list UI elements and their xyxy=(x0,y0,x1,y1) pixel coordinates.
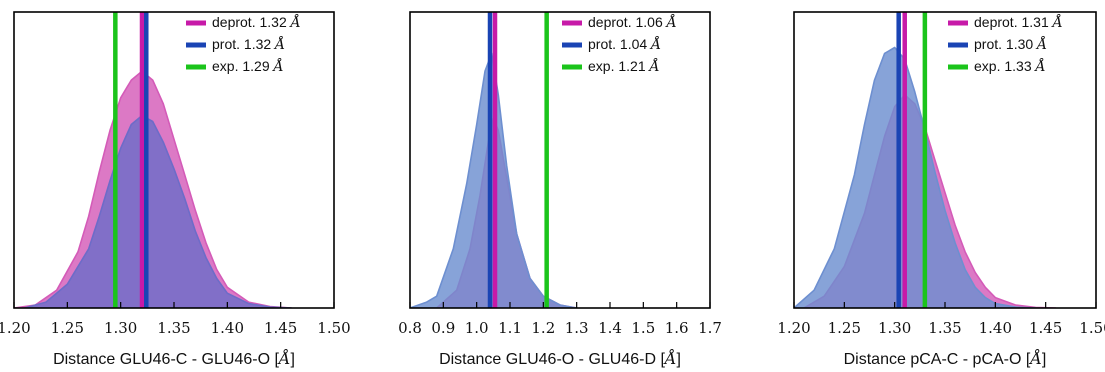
legend-unit: Å xyxy=(1051,13,1063,31)
x-tick-label: 1.2 xyxy=(531,319,555,337)
x-tick-label: 0.9 xyxy=(431,319,455,337)
plot-area xyxy=(14,12,293,308)
legend-label: prot. 1.30 xyxy=(974,36,1037,52)
x-axis-bracket: ] xyxy=(1042,351,1046,368)
legend-unit: Å xyxy=(289,13,301,31)
density-area-prot xyxy=(23,114,293,308)
x-tick-label: 1.35 xyxy=(157,319,190,337)
legend-entry: deprot. 1.31 Å xyxy=(974,13,1063,31)
x-tick-label: 1.3 xyxy=(565,319,589,337)
legend-entry: exp. 1.33 Å xyxy=(974,57,1046,75)
x-tick-label: 1.30 xyxy=(878,319,911,337)
x-tick-label: 0.8 xyxy=(398,319,422,337)
plot-area xyxy=(794,12,1057,308)
x-axis-title: Distance pCA-C - pCA-O [Å] xyxy=(844,348,1047,368)
x-tick-label: 1.30 xyxy=(104,319,137,337)
x-axis-title-text: Distance GLU46-O - GLU46-D [ xyxy=(439,351,665,368)
legend-entry: exp. 1.29 Å xyxy=(212,57,284,75)
x-axis-title-text: Distance GLU46-C - GLU46-O [ xyxy=(53,351,279,368)
legend-label: prot. 1.04 xyxy=(588,36,651,52)
x-tick-label: 1.35 xyxy=(928,319,961,337)
x-axis-unit: Å xyxy=(277,348,291,368)
panel-glu46-c-o: 1.20 1.25 1.30 1.35 1.40 1.45 1.50 deprot. 1.32… xyxy=(0,11,351,368)
legend-entry: prot. 1.32 Å xyxy=(212,35,285,53)
legend-unit: Å xyxy=(273,35,285,53)
density-area-prot xyxy=(794,46,1037,308)
x-axis-title: Distance GLU46-C - GLU46-O [Å] xyxy=(53,348,295,368)
legend-unit: Å xyxy=(1035,35,1047,53)
x-tick-label: 1.25 xyxy=(51,319,84,337)
legend-entry: prot. 1.30 Å xyxy=(974,35,1047,53)
x-tick-label: 1.50 xyxy=(1079,319,1105,337)
x-tick-label: 1.45 xyxy=(1029,319,1062,337)
x-tick-label: 1.4 xyxy=(598,319,622,337)
legend-entry: exp. 1.21 Å xyxy=(588,57,660,75)
legend-unit: Å xyxy=(665,13,677,31)
plot-area xyxy=(410,12,578,308)
legend-label: exp. 1.21 xyxy=(588,58,650,74)
plot-frame xyxy=(409,11,711,309)
legend-label: exp. 1.33 xyxy=(974,58,1036,74)
x-tick-label: 1.20 xyxy=(0,319,31,337)
x-tick-label: 1.6 xyxy=(665,319,689,337)
x-axis-title: Distance GLU46-O - GLU46-D [Å] xyxy=(439,348,681,368)
legend-unit: Å xyxy=(649,35,661,53)
x-tick-label: 1.7 xyxy=(698,319,722,337)
panel-pca-c-o: 1.20 1.25 1.30 1.35 1.40 1.45 1.50 deprot. 1.31… xyxy=(777,11,1105,368)
legend-label: exp. 1.29 xyxy=(212,58,274,74)
legend-label: deprot. 1.32 xyxy=(212,14,291,30)
x-tick-label: 1.40 xyxy=(979,319,1012,337)
legend-label: prot. 1.32 xyxy=(212,36,275,52)
x-tick-label: 1.25 xyxy=(828,319,861,337)
x-tick-label: 1.45 xyxy=(264,319,297,337)
x-tick-label: 1.1 xyxy=(498,319,522,337)
x-tick-label: 1.20 xyxy=(777,319,810,337)
x-axis-bracket: ] xyxy=(676,351,680,368)
legend-entry: deprot. 1.32 Å xyxy=(212,13,301,31)
x-tick-label: 1.0 xyxy=(465,319,489,337)
legend-entry: prot. 1.04 Å xyxy=(588,35,661,53)
panel-glu46-o-d: 0.8 0.9 1.0 1.1 1.2 1.3 1.4 1.5 1.6 1.7 deprot. 1.… xyxy=(398,11,722,368)
x-tick-label: 1.40 xyxy=(211,319,244,337)
x-axis-unit: Å xyxy=(1028,348,1042,368)
legend-unit: Å xyxy=(272,57,284,75)
x-tick-label: 1.50 xyxy=(317,319,350,337)
legend-unit: Å xyxy=(648,57,660,75)
x-tick-label: 1.5 xyxy=(631,319,655,337)
legend-label: deprot. 1.31 xyxy=(974,14,1053,30)
x-axis-bracket: ] xyxy=(290,351,294,368)
x-axis-title-text: Distance pCA-C - pCA-O [ xyxy=(844,351,1031,368)
x-axis-unit: Å xyxy=(663,348,677,368)
legend-label: deprot. 1.06 xyxy=(588,14,667,30)
legend-unit: Å xyxy=(1034,57,1046,75)
legend-entry: deprot. 1.06 Å xyxy=(588,13,677,31)
